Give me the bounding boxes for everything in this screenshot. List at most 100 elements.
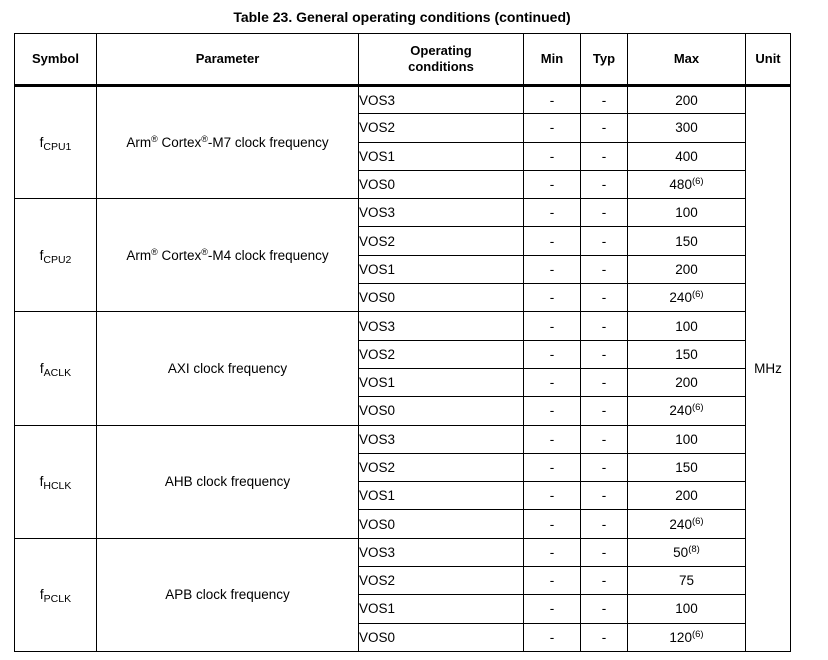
table-row: VOS0 - - 240(6) [15,396,791,426]
condition-cell: VOS1 [358,481,524,511]
typ-cell: - [580,198,628,228]
table-row: VOS2 - - 300 [15,113,791,143]
condition-cell: VOS2 [358,452,524,483]
max-cell: 50(8) [627,537,746,568]
max-value: 150 [675,233,698,249]
table-row: fACLK AXI clock frequency VOS3 - - 100 [14,311,791,426]
min-cell: - [523,622,581,652]
typ-cell: - [580,339,628,369]
col-header-unit: Unit [745,33,791,87]
max-value: 240 [669,403,692,419]
operating-conditions-table: Symbol Parameter Operating conditions Min… [14,33,791,652]
min-cell: - [523,113,581,143]
min-cell: - [523,509,581,539]
symbol-subscript: HCLK [43,480,72,493]
min-cell: - [523,424,581,454]
condition-cell: VOS0 [358,622,524,652]
condition-cell: VOS2 [358,226,524,256]
max-value: 400 [675,148,698,164]
max-cell: 100 [627,424,746,454]
condition-cell: VOS3 [358,84,524,115]
footnote-ref: (8) [688,543,700,555]
condition-cell: VOS0 [358,283,524,313]
max-value: 200 [675,488,698,504]
max-value: 200 [675,375,698,391]
max-value: 150 [675,460,698,475]
max-cell: 100 [627,594,746,624]
typ-cell: - [580,509,628,539]
typ-cell: - [580,226,628,256]
min-cell: - [523,452,581,483]
max-cell: 200 [627,367,746,398]
symbol-cell-fpclk: fPCLK [14,537,97,652]
symbol-base: f [39,474,44,490]
table-row: VOS0 - - 120(6) [15,622,791,652]
col-header-symbol: Symbol [14,33,97,87]
max-cell: 150 [627,339,746,369]
max-cell: 120(6) [627,622,746,652]
min-cell: - [523,84,581,115]
registered-mark: ® [201,134,208,145]
max-cell: 400 [627,141,746,171]
typ-cell: - [580,537,628,568]
table-row: VOS0 - - 480(6) [15,169,791,200]
min-cell: - [523,396,581,426]
col-header-max: Max [627,33,746,87]
min-cell: - [523,226,581,256]
max-value: 50 [673,544,689,560]
typ-cell: - [580,84,628,115]
max-cell: 480(6) [627,169,746,200]
typ-cell: - [580,622,628,652]
max-cell: 150 [627,452,746,483]
table-row: fCPU2 Arm® Cortex®-M4 clock frequency VO… [14,198,791,313]
symbol-subscript: PCLK [43,593,72,606]
symbol-cell-fhclk: fHCLK [14,424,97,539]
symbol-base: f [39,135,44,151]
condition-cell: VOS1 [358,254,524,285]
min-cell: - [523,339,581,369]
footnote-ref: (6) [691,176,704,188]
typ-cell: - [580,396,628,426]
table-row: VOS1 - - 200 [15,367,791,398]
condition-cell: VOS2 [358,566,524,596]
max-cell: 150 [627,226,746,256]
condition-cell: VOS3 [358,424,524,454]
symbol-subscript: CPU1 [43,141,72,154]
min-cell: - [523,141,581,171]
max-value: 100 [675,318,698,334]
table-row: fHCLK AHB clock frequency VOS3 - - 100 [14,424,791,539]
condition-cell: VOS3 [358,537,524,568]
condition-cell: VOS0 [358,169,524,200]
typ-cell: - [580,594,628,624]
table-row: VOS2 - - 150 [15,339,791,369]
max-cell: 300 [627,113,746,143]
symbol-cell-faclk: fACLK [14,311,97,426]
max-value: 200 [675,261,698,277]
condition-cell: VOS1 [358,594,524,624]
condition-cell: VOS2 [358,339,524,369]
footnote-ref: (6) [691,515,704,527]
symbol-base: f [39,587,44,603]
min-cell: - [523,198,581,228]
footnote-ref: (6) [691,289,704,301]
min-cell: - [523,254,581,285]
min-cell: - [523,169,581,200]
table-row: VOS0 - - 240(6) [15,509,791,539]
max-cell: 75 [627,566,746,596]
condition-cell: VOS0 [358,396,524,426]
min-cell: - [523,311,581,341]
parameter-cell-cortex-m7: Arm® Cortex®-M7 clock frequency [96,84,359,200]
max-value: 150 [675,346,698,362]
parameter-cell-axi: AXI clock frequency [96,311,359,426]
table-row: fCPU1 Arm® Cortex®-M7 clock frequency VO… [14,84,791,652]
typ-cell: - [580,254,628,285]
header-row: Symbol Parameter Operating conditions Min… [14,33,791,87]
max-value: 240 [669,516,692,532]
min-cell: - [523,537,581,568]
table-row: fPCLK APB clock frequency VOS3 - - 50(8) [14,537,791,652]
footnote-ref: (6) [691,402,704,414]
condition-cell: VOS3 [358,311,524,341]
max-cell: 240(6) [627,509,746,539]
max-cell: 200 [627,481,746,511]
max-value: 100 [675,431,698,447]
